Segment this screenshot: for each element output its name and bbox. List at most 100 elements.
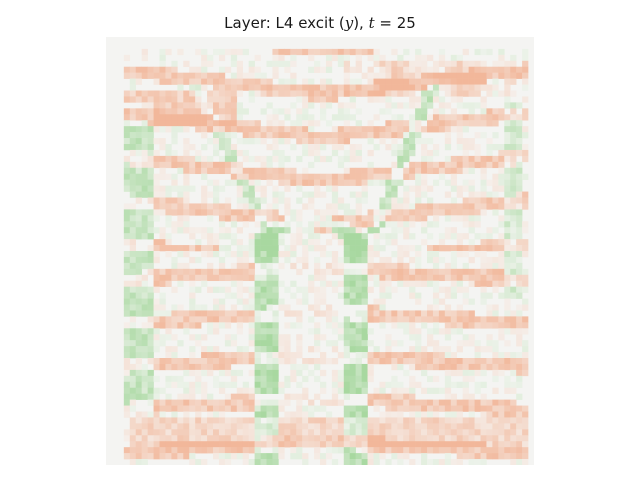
heatmap-cell: [296, 417, 303, 424]
heatmap-cell: [260, 399, 267, 406]
heatmap-cell: [385, 84, 392, 91]
heatmap-cell: [468, 221, 475, 228]
heatmap-cell: [284, 126, 291, 133]
heatmap-cell: [201, 114, 208, 121]
heatmap-cell: [314, 60, 321, 68]
heatmap-cell: [320, 215, 327, 222]
heatmap-cell: [314, 310, 321, 317]
heatmap-cell: [135, 138, 142, 145]
heatmap-cell: [290, 90, 297, 97]
heatmap-cell: [456, 358, 463, 365]
heatmap-cell: [183, 381, 190, 389]
heatmap-cell: [213, 268, 220, 276]
heatmap-cell: [171, 203, 178, 210]
heatmap-cell: [337, 429, 345, 436]
heatmap-cell: [159, 114, 166, 121]
heatmap-cell: [361, 239, 368, 246]
heatmap-cell: [427, 197, 434, 204]
heatmap-cell: [522, 423, 529, 430]
heatmap-cell: [153, 66, 160, 73]
heatmap-cell: [236, 185, 244, 192]
heatmap-cell: [230, 417, 238, 424]
heatmap-cell: [141, 435, 148, 442]
heatmap-cell: [129, 78, 137, 85]
heatmap-cell: [522, 459, 529, 465]
heatmap-cell: [391, 227, 398, 234]
heatmap-cell: [153, 346, 160, 353]
heatmap-cell: [355, 179, 362, 186]
heatmap-cell: [248, 262, 255, 270]
heatmap-cell: [480, 399, 487, 406]
heatmap-cell: [355, 233, 362, 240]
heatmap-cell: [456, 96, 463, 103]
heatmap-cell: [331, 268, 339, 276]
heatmap-cell: [129, 185, 137, 192]
heatmap-cell: [230, 423, 238, 430]
heatmap-cell: [498, 405, 505, 412]
heatmap-cell: [284, 423, 291, 430]
heatmap-cell: [391, 429, 398, 436]
heatmap-cell: [195, 114, 202, 121]
heatmap-cell: [135, 161, 142, 169]
heatmap-cell: [361, 363, 368, 371]
heatmap-cell: [177, 126, 184, 133]
heatmap-cell: [415, 173, 422, 180]
heatmap-cell: [177, 435, 184, 442]
heatmap-cell: [129, 316, 137, 323]
heatmap-cell: [189, 298, 196, 305]
heatmap-cell: [522, 48, 529, 56]
heatmap-cell: [177, 322, 184, 329]
heatmap-cell: [468, 405, 475, 412]
heatmap-cell: [450, 435, 458, 442]
heatmap-cell: [385, 381, 392, 389]
heatmap-cell: [308, 405, 315, 412]
heatmap-cell: [355, 209, 362, 216]
heatmap-cell: [129, 262, 137, 270]
heatmap-cell: [385, 435, 392, 442]
heatmap-cell: [254, 399, 261, 406]
heatmap-cell: [349, 221, 356, 228]
heatmap-cell: [201, 310, 208, 317]
heatmap-cell: [480, 48, 487, 56]
heatmap-cell: [355, 363, 362, 371]
heatmap-cell: [397, 245, 404, 252]
heatmap-cell: [189, 167, 196, 175]
heatmap-cell: [385, 233, 392, 240]
heatmap-cell: [391, 233, 398, 240]
heatmap-cell: [325, 435, 333, 442]
heatmap-cell: [450, 215, 458, 222]
heatmap-cell: [474, 280, 481, 287]
heatmap-cell: [504, 102, 511, 109]
heatmap-cell: [468, 340, 475, 347]
heatmap-cell: [438, 274, 446, 282]
heatmap-cell: [153, 120, 160, 127]
heatmap-cell: [141, 144, 148, 151]
heatmap-cell: [361, 245, 368, 252]
heatmap-cell: [343, 120, 351, 127]
heatmap-cell: [236, 161, 244, 169]
heatmap-cell: [373, 316, 380, 323]
heatmap-cell: [403, 167, 410, 175]
heatmap-cell: [272, 191, 279, 198]
heatmap-cell: [486, 256, 493, 264]
heatmap-cell: [171, 363, 178, 371]
heatmap-cell: [510, 221, 517, 228]
heatmap-cell: [242, 215, 249, 222]
heatmap-cell: [456, 405, 463, 412]
heatmap-cell: [421, 149, 428, 157]
heatmap-cell: [415, 340, 422, 347]
heatmap-cell: [510, 447, 517, 454]
heatmap-cell: [343, 423, 351, 430]
heatmap-cell: [367, 173, 374, 180]
heatmap-cell: [284, 435, 291, 442]
heatmap-cell: [492, 256, 499, 264]
heatmap-cell: [373, 280, 380, 287]
heatmap-cell: [302, 203, 309, 210]
heatmap-cell: [224, 435, 232, 442]
heatmap-cell: [325, 173, 333, 180]
heatmap-cell: [129, 90, 137, 97]
heatmap-cell: [135, 423, 142, 430]
heatmap-cell: [427, 114, 434, 121]
heatmap-cell: [159, 429, 166, 436]
heatmap-cell: [153, 393, 160, 400]
